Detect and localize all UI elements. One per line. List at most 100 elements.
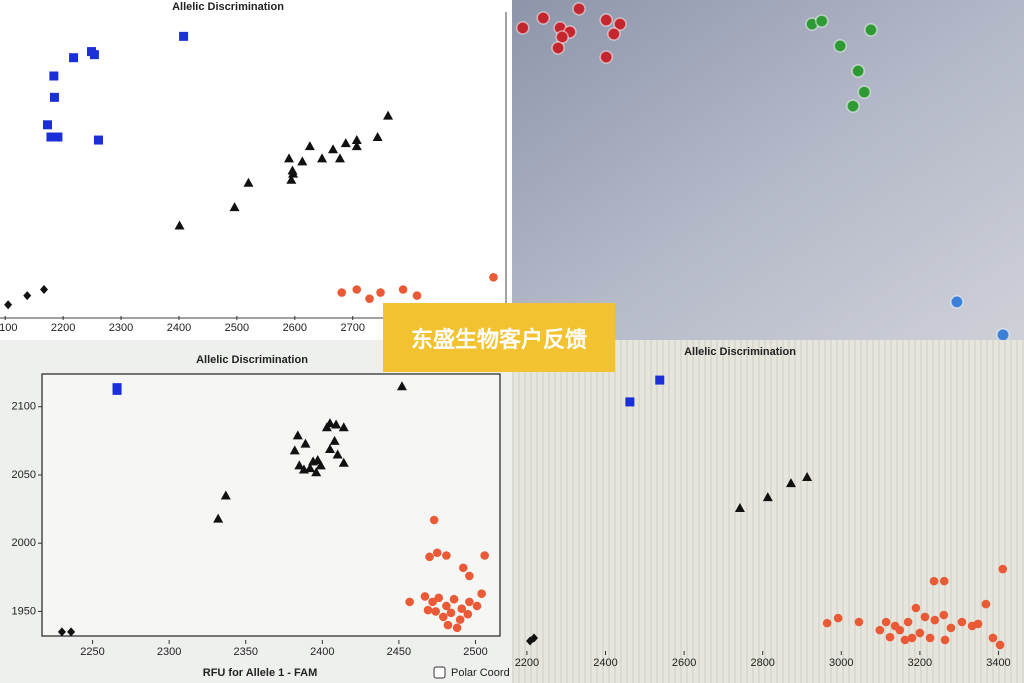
point [851, 64, 865, 78]
point [112, 385, 122, 395]
point [412, 291, 422, 300]
point [607, 27, 621, 41]
x-tick-label: 2300 [109, 322, 133, 334]
x-tick-label: 3000 [829, 657, 853, 669]
x-tick-label: 2800 [750, 657, 774, 669]
point [625, 397, 635, 407]
point [950, 295, 964, 309]
x-tick-label: 2300 [157, 646, 181, 658]
point [229, 202, 240, 212]
y-tick-label: 2000 [12, 537, 36, 549]
point [376, 288, 385, 297]
point [337, 288, 347, 297]
point [396, 381, 407, 391]
point [536, 11, 550, 25]
point [329, 435, 340, 445]
point [973, 619, 983, 629]
checkbox [433, 666, 446, 679]
panel-background [0, 0, 512, 340]
point [351, 141, 362, 151]
point [334, 153, 345, 163]
x-tick-label: 2250 [80, 646, 104, 658]
point [920, 612, 930, 622]
point [324, 444, 335, 454]
point [895, 625, 905, 635]
banner: 东盛生物客户反馈 [383, 303, 615, 372]
x-tick-label: 2400 [310, 646, 334, 658]
point [300, 438, 311, 448]
point [599, 50, 613, 64]
point [442, 551, 451, 560]
point [833, 39, 847, 53]
point [324, 418, 335, 428]
point [292, 430, 303, 440]
point [822, 618, 832, 628]
point [925, 633, 935, 643]
point [23, 291, 32, 301]
point [284, 153, 295, 163]
point [423, 605, 433, 615]
point [89, 50, 99, 60]
y-tick-label: 1950 [12, 605, 36, 617]
x-tick-label: 2350 [233, 646, 257, 658]
point [833, 613, 843, 623]
panel: Allelic Discrimination 2250 2300 2350 2400 24… [0, 340, 512, 683]
panel-background [512, 0, 1024, 340]
point [907, 633, 917, 643]
point [911, 603, 921, 613]
point [449, 594, 459, 604]
point [294, 460, 305, 470]
point [93, 135, 103, 145]
x-tick-label: 2400 [167, 322, 191, 334]
point [443, 620, 453, 630]
point [49, 71, 59, 81]
point [315, 460, 326, 470]
point [67, 627, 76, 637]
point [429, 515, 439, 525]
point [530, 633, 539, 643]
point [988, 633, 998, 643]
point [220, 490, 231, 500]
y-tick-label: 2050 [12, 469, 36, 481]
point [946, 623, 956, 633]
point [340, 138, 351, 148]
point [42, 120, 52, 130]
point [939, 576, 949, 586]
point [383, 110, 394, 120]
point [915, 628, 925, 638]
point [304, 141, 315, 151]
point [465, 571, 474, 581]
x-tick-label: 2600 [672, 657, 696, 669]
chart-title: Allelic Discrimination [172, 1, 284, 13]
point [308, 456, 319, 466]
point [981, 599, 991, 609]
x-tick-label: 2700 [340, 322, 364, 334]
point [328, 144, 339, 154]
point [815, 14, 829, 28]
point [49, 92, 59, 102]
point [472, 601, 482, 611]
point [940, 635, 950, 645]
point [446, 608, 456, 618]
point [332, 449, 343, 459]
point [465, 597, 474, 607]
point [398, 285, 408, 294]
point [455, 615, 465, 624]
point [857, 85, 872, 99]
point [428, 597, 437, 607]
point [405, 597, 414, 607]
point [477, 589, 486, 598]
point [489, 273, 498, 282]
point [463, 609, 473, 619]
y-tick-label: 2100 [12, 401, 36, 413]
point [452, 623, 462, 633]
point [885, 632, 895, 642]
point [317, 153, 328, 163]
point [854, 617, 864, 627]
point [338, 422, 349, 432]
point [734, 503, 745, 513]
x-tick-label: 2200 [515, 657, 539, 669]
point [40, 285, 49, 294]
